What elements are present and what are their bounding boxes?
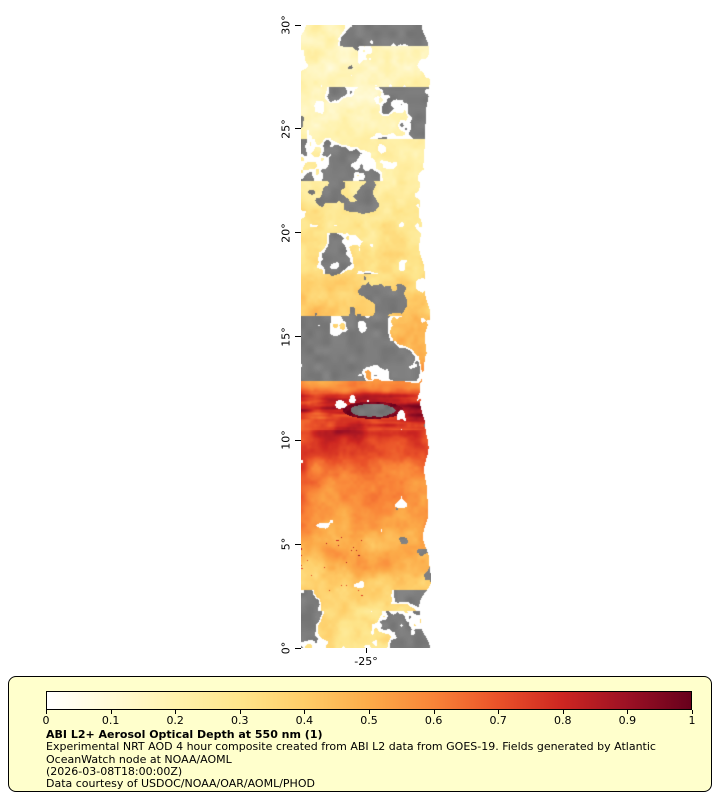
colorbar-tick [239, 710, 241, 714]
colorbar-tick-label: 0.8 [554, 714, 572, 727]
lat-tick-label: 10° [279, 430, 293, 451]
colorbar-tick [498, 710, 500, 714]
colorbar-tick-label: 0.6 [424, 714, 443, 727]
lat-tick [295, 439, 301, 441]
colorbar-tick [562, 710, 564, 714]
legend-text-block: ABI L2+ Aerosol Optical Depth at 550 nm … [46, 728, 706, 791]
colorbar-gradient [46, 691, 692, 710]
legend-subtitle: Experimental NRT AOD 4 hour composite cr… [46, 740, 656, 766]
colorbar-tick-label: 0.3 [231, 714, 249, 727]
colorbar-tick-label: 0.7 [489, 714, 507, 727]
lat-tick-label: 15° [279, 326, 293, 347]
colorbar-tick [627, 710, 629, 714]
colorbar-tick [175, 710, 177, 714]
colorbar-tick-label: 0.2 [166, 714, 184, 727]
lat-tick [295, 24, 301, 26]
colorbar-tick-label: 0.4 [295, 714, 314, 727]
colorbar-tick [304, 710, 306, 714]
lon-tick [365, 648, 367, 653]
lat-tick-label: 0° [279, 641, 293, 655]
colorbar-axis: 0 0.1 0.2 0.3 0.4 0.5 0.6 0.7 0.8 0.9 1 [9, 677, 711, 791]
colorbar-tick [110, 710, 112, 714]
legend-panel: 0 0.1 0.2 0.3 0.4 0.5 0.6 0.7 0.8 0.9 1 ABI L2+ Ae… [8, 676, 712, 792]
lon-tick-label: -25° [354, 655, 378, 668]
colorbar-tick [692, 710, 693, 714]
lat-tick [295, 128, 301, 130]
lat-tick-label: 5° [279, 537, 293, 551]
legend-credit: Data courtesy of USDOC/NOAA/OAR/AOML/PHO… [46, 777, 315, 791]
lat-tick [295, 647, 301, 649]
lat-tick-label: 30° [279, 15, 293, 35]
lat-tick [295, 336, 301, 337]
legend-timestamp: (2026-03-08T18:00:00Z) [46, 764, 183, 778]
aod-map-canvas [301, 25, 431, 648]
colorbar-tick-label: 0.9 [618, 714, 637, 727]
colorbar-tick [433, 710, 435, 714]
lat-tick [295, 543, 301, 545]
legend-title: ABI L2+ Aerosol Optical Depth at 550 nm … [46, 728, 323, 741]
colorbar-tick-label: 0.1 [101, 714, 120, 727]
lat-tick [295, 232, 301, 234]
colorbar-tick-label: 1 [688, 714, 696, 727]
colorbar-tick-label: 0 [42, 714, 50, 727]
lat-tick-label: 20° [279, 222, 293, 243]
colorbar-tick [369, 710, 370, 714]
lat-tick-label: 25° [279, 119, 293, 139]
colorbar-tick [46, 710, 47, 714]
colorbar-tick-label: 0.5 [360, 714, 378, 727]
